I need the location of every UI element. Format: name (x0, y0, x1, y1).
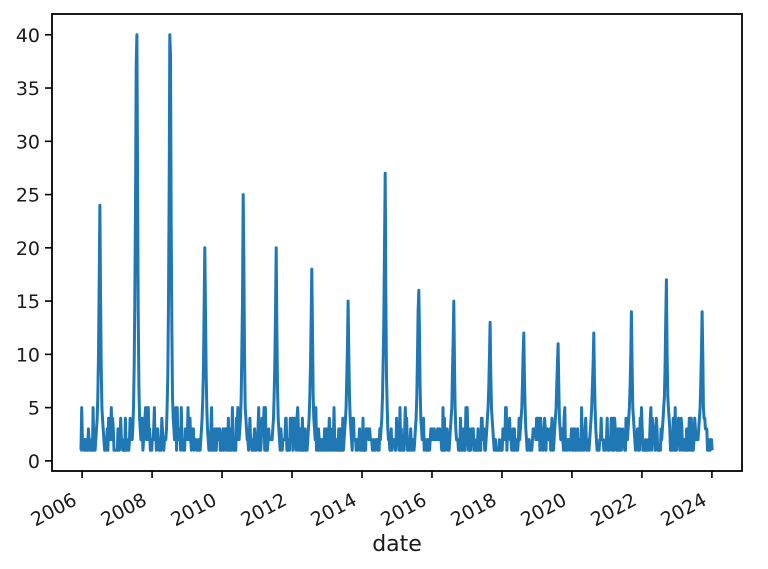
series-group (79, 33, 714, 452)
x-tick-label: 2014 (307, 489, 360, 531)
y-axis: 0 5 10 15 20 25 30 35 40 (16, 25, 52, 473)
y-tick-label: 10 (16, 344, 40, 366)
x-tick-label: 2016 (377, 489, 430, 531)
y-tick-label: 15 (16, 291, 40, 313)
y-tick-label: 40 (16, 25, 40, 47)
series-line (79, 33, 714, 452)
x-tick-label: 2008 (97, 489, 150, 531)
axes-spines (51, 13, 743, 472)
x-tick-label: 2010 (167, 489, 220, 531)
x-tick-label: 2006 (27, 489, 80, 531)
x-tick-label: 2012 (237, 489, 290, 531)
x-tick-label: 2024 (657, 489, 710, 531)
plot-area (52, 14, 742, 471)
y-tick-label: 30 (16, 131, 40, 153)
y-tick-label: 0 (28, 451, 40, 473)
x-axis-label: date (372, 532, 422, 557)
x-tick-label: 2018 (447, 489, 500, 531)
x-axis: 2006 2008 2010 2012 2014 2016 2018 2020 2022 2024 (27, 471, 713, 531)
y-tick-label: 20 (16, 238, 40, 260)
x-tick-label: 2022 (587, 489, 640, 531)
y-tick-label: 25 (16, 185, 40, 207)
y-tick-label: 5 (28, 398, 40, 420)
x-tick-label: 2020 (517, 489, 570, 531)
y-tick-label: 35 (16, 78, 40, 100)
